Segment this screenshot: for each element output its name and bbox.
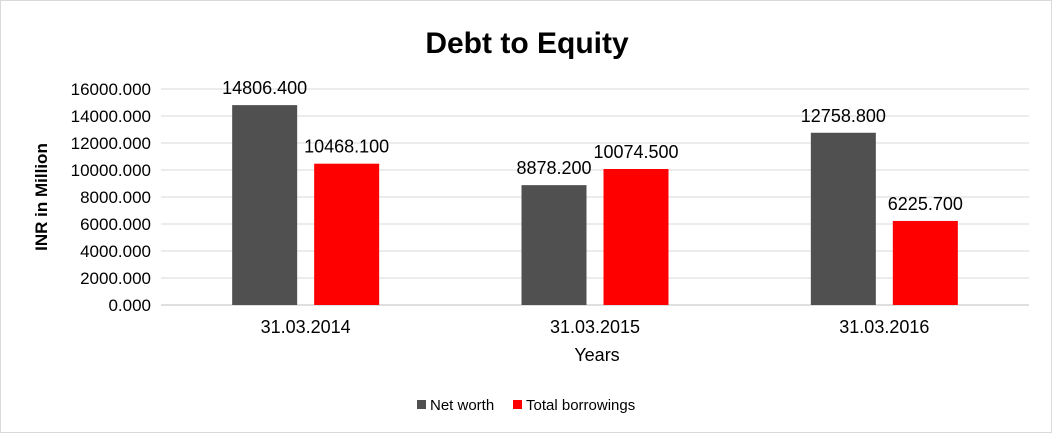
bar-total-borrowings [892,220,958,305]
y-tick-label: 4000.000 [80,242,151,261]
x-axis-categories: 31.03.2014 31.03.2015 31.03.2016 [261,317,930,337]
data-label: 10074.500 [593,142,678,162]
y-tick-label: 0.000 [108,296,151,315]
y-tick-label: 2000.000 [80,269,151,288]
y-axis-ticks: 0.000 2000.000 4000.000 6000.000 8000.000 100… [71,80,151,315]
bar-net-worth [810,132,876,305]
y-tick-label: 12000.000 [71,134,151,153]
data-label: 10468.100 [304,137,389,157]
bar-net-worth [232,105,298,305]
x-axis-title: Years [574,345,619,365]
y-tick-label: 16000.000 [71,80,151,99]
bar-total-borrowings [314,163,380,305]
bar-total-borrowings [603,168,669,305]
chart-title: Debt to Equity [425,27,629,60]
data-label: 12758.800 [801,106,886,126]
data-label: 8878.200 [516,158,591,178]
legend-swatch-net-worth [417,400,426,409]
data-label: 6225.700 [888,194,963,214]
y-tick-label: 10000.000 [71,161,151,180]
legend: Net worth Total borrowings [417,397,635,414]
data-label: 14806.400 [222,78,307,98]
x-category-label: 31.03.2016 [839,317,929,337]
bars [232,105,958,305]
bar-net-worth [521,185,587,305]
gridlines [161,88,1029,306]
legend-swatch-total-borrowings [513,400,522,409]
y-tick-label: 14000.000 [71,107,151,126]
legend-label: Net worth [430,397,494,414]
x-category-label: 31.03.2015 [550,317,640,337]
y-tick-label: 8000.000 [80,188,151,207]
legend-label: Total borrowings [526,397,635,414]
y-axis-title: INR in Million [32,143,51,251]
x-category-label: 31.03.2014 [261,317,351,337]
y-tick-label: 6000.000 [80,215,151,234]
